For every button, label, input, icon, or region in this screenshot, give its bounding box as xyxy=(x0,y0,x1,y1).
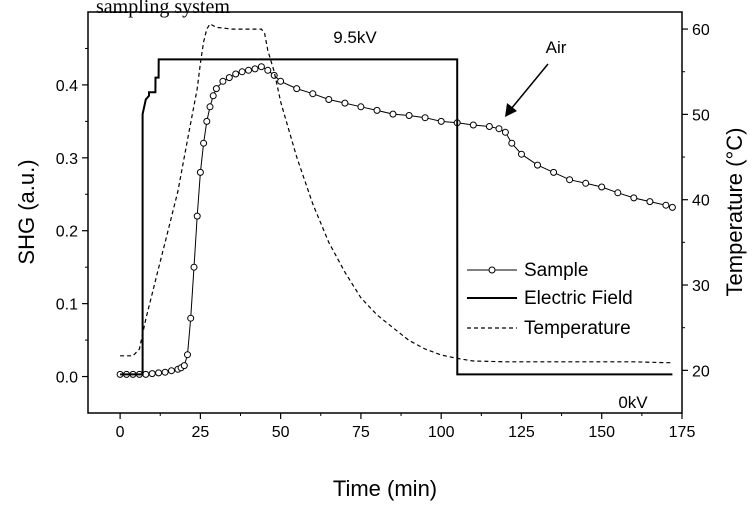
y-tick-label: 0.4 xyxy=(56,78,78,95)
series-sample-point xyxy=(469,121,477,129)
plot-frame xyxy=(87,11,683,414)
series-sample-point xyxy=(196,168,204,176)
series-sample-point xyxy=(200,139,208,147)
legend-sample-marker xyxy=(488,266,496,274)
y-tick-label: 0.2 xyxy=(56,224,78,241)
series-sample-point xyxy=(550,168,558,176)
air-arrow-shaft xyxy=(510,63,549,110)
series-sample-point xyxy=(485,123,493,130)
series-sample-point xyxy=(264,66,272,74)
series-sample-point xyxy=(501,128,509,136)
y2-tick-label: 30 xyxy=(692,278,710,295)
series-sample-point xyxy=(257,63,265,71)
series-sample-point xyxy=(161,368,169,376)
series-sample-point xyxy=(155,369,163,377)
series-sample-point xyxy=(238,68,246,76)
series-sample-point xyxy=(373,106,381,114)
series-sample-point xyxy=(190,263,198,271)
y2-axis-title: Temperature (°C) xyxy=(722,128,747,297)
series-sample-point xyxy=(405,112,413,119)
series-sample-point xyxy=(668,203,676,211)
series-sample-point xyxy=(566,176,574,184)
x-axis-title: Time (min) xyxy=(333,476,437,501)
series-sample-point xyxy=(209,92,217,100)
x-tick-label: 125 xyxy=(508,424,535,441)
series-sample-point xyxy=(142,370,150,378)
series-sample-point xyxy=(309,90,317,98)
series-sample-point xyxy=(203,117,211,125)
series-sample-point xyxy=(193,212,201,220)
series-sample-point xyxy=(630,194,638,202)
series-sample-point xyxy=(270,71,278,79)
series-sample-point xyxy=(518,150,525,158)
series-temperature-line xyxy=(120,23,673,364)
series-sample-point xyxy=(534,161,541,169)
legend-temperature-label: Temperature xyxy=(524,318,631,339)
legend-electric-field-label: Electric Field xyxy=(524,288,633,309)
series-sample-point xyxy=(184,351,191,359)
y-axis-title: SHG (a.u.) xyxy=(14,159,39,264)
series-sample-point xyxy=(582,179,590,187)
annotation-9-5kv: 9.5kV xyxy=(333,28,377,47)
series-sample-point xyxy=(251,65,259,73)
series-sample-point xyxy=(219,77,227,85)
y2-tick-label: 40 xyxy=(692,193,710,210)
series-sample-point xyxy=(421,114,429,122)
x-tick-label: 50 xyxy=(272,424,290,441)
y-tick-label: 0.3 xyxy=(56,151,78,168)
series-sample-point xyxy=(508,139,516,147)
series-sample-point xyxy=(598,183,606,191)
series-sample-point xyxy=(325,96,333,103)
series-sample-point xyxy=(206,103,214,111)
legend-sample-label: Sample xyxy=(524,260,588,281)
series-sample-point xyxy=(187,314,195,322)
series-sample-point xyxy=(437,117,445,125)
series-sample-point xyxy=(225,74,233,82)
series-sample-point xyxy=(212,85,220,93)
air-arrow-head xyxy=(505,103,517,117)
x-tick-label: 75 xyxy=(352,424,370,441)
series-electric-field-line xyxy=(120,58,673,376)
series-sample-point xyxy=(232,70,240,78)
x-tick-label: 25 xyxy=(191,424,209,441)
y-tick-label: 0.0 xyxy=(56,370,78,387)
chart-marks xyxy=(116,23,676,378)
series-sample-point xyxy=(168,367,175,375)
series-sample-point xyxy=(646,198,654,206)
series-sample-point xyxy=(662,201,670,209)
series-sample-point xyxy=(180,362,188,370)
series-sample-point xyxy=(495,125,503,133)
y2-tick-label: 50 xyxy=(692,107,710,124)
series-sample-point xyxy=(389,110,397,118)
x-tick-label: 150 xyxy=(588,424,615,441)
annotation-air: Air xyxy=(546,38,567,57)
annotation-0kv: 0kV xyxy=(618,393,648,412)
y2-tick-label: 60 xyxy=(692,22,710,39)
series-sample-point xyxy=(245,66,252,74)
series-sample-point xyxy=(341,99,349,107)
x-tick-label: 175 xyxy=(669,424,696,441)
series-sample-point xyxy=(148,370,156,378)
legend: Sample Electric Field Temperature xyxy=(467,260,633,339)
series-sample-point xyxy=(277,77,285,85)
series-sample-point xyxy=(293,85,301,93)
y-tick-label: 0.1 xyxy=(56,297,78,314)
x-tick-label: 100 xyxy=(428,424,455,441)
y2-tick-label: 20 xyxy=(692,363,710,380)
series-sample-point xyxy=(357,103,365,111)
x-tick-label: 0 xyxy=(116,424,125,441)
series-sample-point xyxy=(614,189,622,197)
top-text: sampling system xyxy=(96,0,230,18)
chart-ticks: 0 25 50 75 100 125 150 175 0.0 0.1 0.2 0.3 0.4 20 30 40… xyxy=(56,22,710,441)
